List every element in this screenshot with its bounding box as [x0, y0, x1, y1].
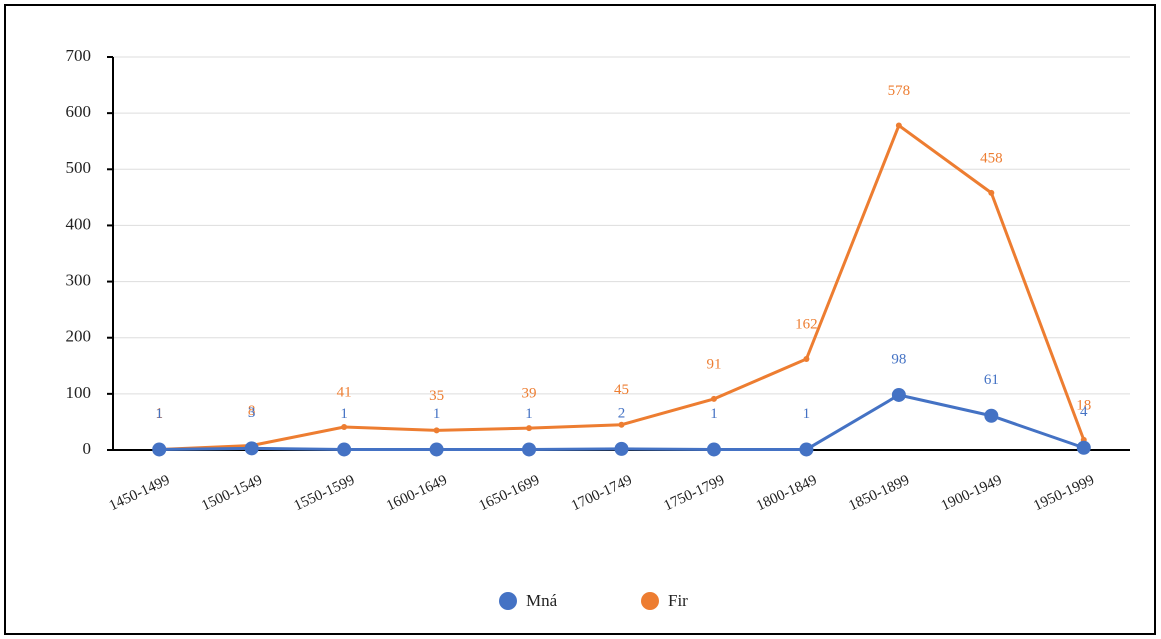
data-label: 578 [888, 83, 911, 99]
data-label: 1 [340, 406, 348, 422]
data-label: 4 [1080, 404, 1088, 420]
y-tick-label: 700 [66, 46, 92, 65]
data-label: 41 [337, 384, 352, 400]
data-point [152, 442, 167, 457]
legend-label: Fir [668, 591, 688, 610]
data-point [984, 408, 999, 423]
data-label: 3 [248, 405, 256, 421]
data-label: 2 [618, 405, 626, 421]
data-label: 8 [248, 403, 256, 419]
legend-marker [499, 592, 517, 610]
data-label: 1 [710, 406, 718, 422]
data-point [988, 189, 995, 196]
data-label: 162 [795, 316, 818, 332]
legend-label: Mná [526, 591, 558, 610]
data-label: 1 [433, 406, 441, 422]
data-point [706, 442, 721, 457]
data-label: 39 [522, 386, 537, 402]
data-label: 1 [155, 405, 163, 421]
data-label: 18 [1076, 397, 1091, 413]
y-tick-label: 0 [83, 439, 92, 458]
data-label: 35 [429, 388, 444, 404]
data-point [803, 356, 810, 363]
data-point [614, 441, 629, 456]
data-label: 98 [891, 351, 906, 367]
data-label: 1 [155, 406, 163, 422]
data-label: 1 [803, 406, 811, 422]
data-point [710, 395, 717, 402]
data-point [799, 442, 814, 457]
y-tick-label: 300 [66, 270, 92, 289]
data-point [526, 425, 533, 432]
y-tick-label: 100 [66, 383, 92, 402]
data-label: 45 [614, 382, 629, 398]
data-point [618, 421, 625, 428]
frame [4, 4, 1156, 635]
legend-marker [641, 592, 659, 610]
data-point [433, 427, 440, 434]
data-label: 91 [706, 356, 721, 372]
data-point [337, 442, 352, 457]
data-label: 458 [980, 150, 1003, 166]
data-label: 61 [984, 372, 999, 388]
data-point [1076, 440, 1091, 455]
data-point [429, 442, 444, 457]
data-label: 1 [525, 406, 533, 422]
y-tick-label: 200 [66, 327, 92, 346]
data-point [895, 122, 902, 129]
data-point [244, 441, 259, 456]
y-tick-label: 500 [66, 158, 92, 177]
y-tick-label: 600 [66, 102, 92, 121]
data-point [522, 442, 537, 457]
data-point [891, 387, 906, 402]
y-tick-label: 400 [66, 214, 92, 233]
data-point [341, 423, 348, 430]
